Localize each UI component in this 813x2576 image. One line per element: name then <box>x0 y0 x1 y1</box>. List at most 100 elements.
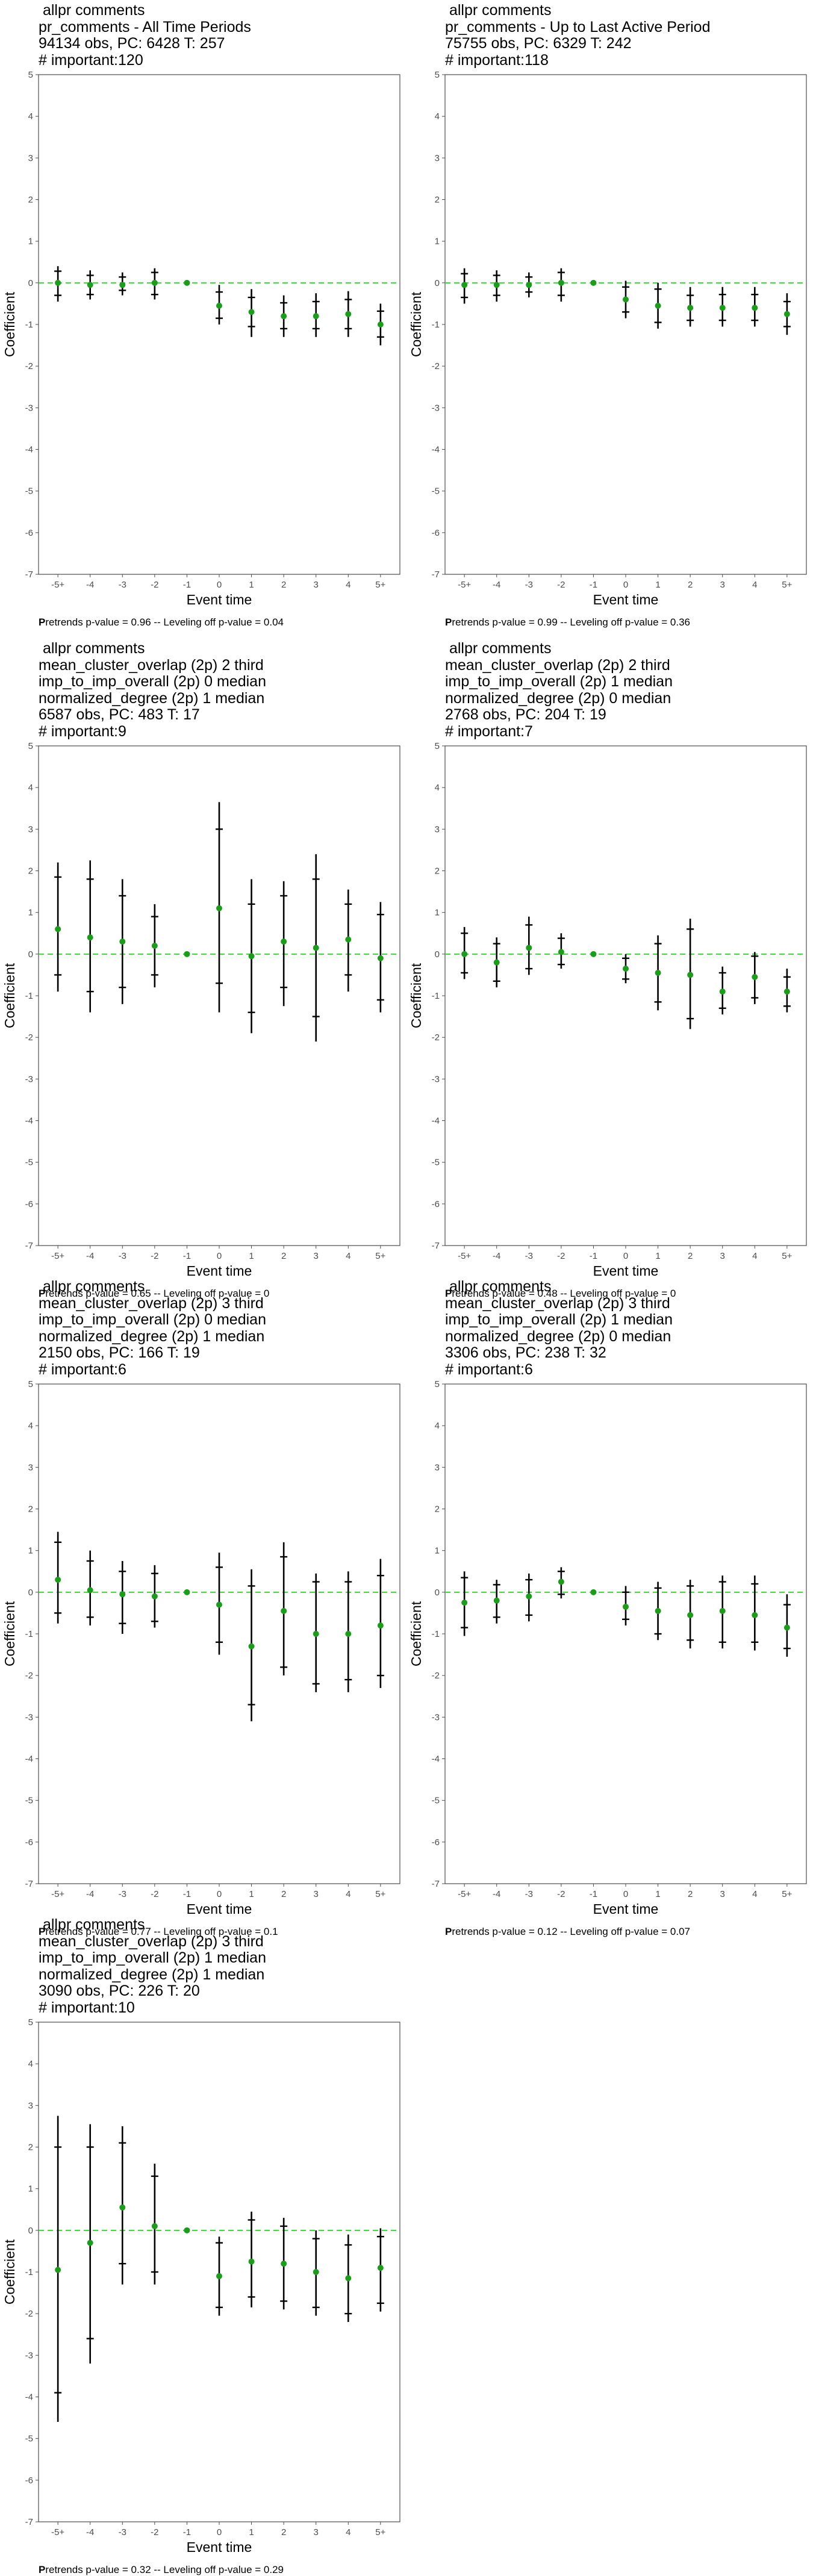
chart-title: allpr comments mean_cluster_overlap (2p) … <box>39 1278 424 1378</box>
x-tick-label: -4 <box>493 1251 500 1261</box>
y-tick-label: -2 <box>432 1671 440 1681</box>
chart-title: allpr comments mean_cluster_overlap (2p) … <box>39 1916 424 2016</box>
y-tick-label: -5 <box>432 486 440 497</box>
y-tick-label: -3 <box>432 1074 440 1084</box>
coefficient-point <box>313 313 319 320</box>
coefficient-point <box>558 279 564 286</box>
coefficient-point <box>461 951 468 957</box>
x-tick-label: -1 <box>183 2527 191 2537</box>
chart-title-line: imp_to_imp_overall (2p) 1 median <box>445 1311 673 1328</box>
footnote-text: retrends p-value = 0.48 -- Leveling off … <box>452 1288 676 1299</box>
x-tick-label: 0 <box>623 580 628 590</box>
y-tick-label: -7 <box>25 2517 33 2527</box>
coefficient-point <box>461 1600 468 1606</box>
y-tick-label: -6 <box>25 2475 33 2486</box>
x-tick-label: -1 <box>183 580 191 590</box>
y-tick-label: -5 <box>25 486 33 497</box>
x-axis-title: Event time <box>187 1263 252 1279</box>
x-tick-label: -5+ <box>51 1889 64 1899</box>
y-tick-label: -6 <box>432 1837 440 1848</box>
chart-svg: -7 -6 -5 -4 -3 -2 -1 0 1 2 3 4 5 -5+ -4 -3 -2 -1 0 1 2 3 4 5+ Ev… <box>408 1379 807 1917</box>
x-tick-label: 1 <box>655 1251 660 1261</box>
x-tick-label: 1 <box>655 1889 660 1899</box>
x-tick-label: 5+ <box>782 1251 792 1261</box>
x-tick-label: 2 <box>281 2527 286 2537</box>
x-tick-label: 3 <box>314 580 319 590</box>
coefficient-point <box>590 951 597 957</box>
y-tick-label: -4 <box>25 445 33 455</box>
coefficient-point <box>655 302 661 309</box>
y-tick-label: 2 <box>28 1504 33 1515</box>
x-axis-title: Event time <box>187 2539 252 2555</box>
chart-svg: -7 -6 -5 -4 -3 -2 -1 0 1 2 3 4 5 -5+ -4 -3 -2 -1 0 1 2 3 4 5+ Ev… <box>2 70 400 607</box>
chart-title-line: 75755 obs, PC: 6329 T: 242 <box>445 35 632 52</box>
x-tick-label: -3 <box>119 580 126 590</box>
coefficient-point <box>313 2269 319 2275</box>
chart-title: allpr comments mean_cluster_overlap (2p) … <box>39 640 424 740</box>
x-tick-label: -3 <box>525 1889 533 1899</box>
coefficient-point <box>151 1593 158 1600</box>
chart-title-line: imp_to_imp_overall (2p) 0 median <box>39 1311 266 1328</box>
chart-title-line: 3306 obs, PC: 238 T: 32 <box>445 1344 606 1361</box>
x-axis-title: Event time <box>593 1901 659 1917</box>
y-tick-label: -1 <box>25 991 33 1001</box>
coefficient-point <box>783 989 790 995</box>
x-tick-label: 4 <box>752 1251 757 1261</box>
coefficient-point <box>558 1578 564 1585</box>
x-tick-label: -1 <box>590 580 597 590</box>
x-tick-label: 5+ <box>375 1889 385 1899</box>
x-tick-label: -4 <box>86 580 94 590</box>
x-axis-title: Event time <box>593 592 659 607</box>
y-tick-label: -4 <box>25 2392 33 2403</box>
y-tick-label: -7 <box>432 570 440 580</box>
y-tick-label: -7 <box>25 1241 33 1251</box>
footnote-text: retrends p-value = 0.12 -- Leveling off … <box>452 1926 691 1937</box>
coefficient-point <box>590 279 597 286</box>
chart-title-line: allpr comments <box>39 1278 145 1295</box>
x-tick-label: 5+ <box>375 2527 385 2537</box>
x-tick-label: -1 <box>590 1251 597 1261</box>
footnote: Pretrends p-value = 0.32 -- Leveling off… <box>39 2564 284 2576</box>
chart-panel: allpr comments mean_cluster_overlap (2p) … <box>406 1276 813 1937</box>
x-tick-label: 1 <box>249 2527 254 2537</box>
chart-title-line: # important:7 <box>445 722 533 740</box>
y-tick-label: -7 <box>432 1879 440 1889</box>
x-tick-label: -5+ <box>51 2527 64 2537</box>
y-tick-label: 2 <box>435 1504 440 1515</box>
chart-title-line: allpr comments <box>39 640 145 657</box>
coefficient-point <box>151 279 158 286</box>
y-tick-label: -4 <box>432 1754 440 1764</box>
coefficient-point <box>281 939 287 945</box>
coefficient-point <box>313 1631 319 1637</box>
y-tick-label: -1 <box>25 320 33 330</box>
y-tick-label: 3 <box>28 153 33 163</box>
chart-title-line: # important:6 <box>445 1361 533 1378</box>
y-tick-label: 5 <box>435 70 440 80</box>
x-tick-label: 0 <box>217 2527 222 2537</box>
chart-title-line: allpr comments <box>39 2 145 19</box>
plot-area <box>444 74 807 575</box>
y-tick-label: -2 <box>25 2309 33 2319</box>
coefficient-point <box>377 321 384 327</box>
footnote: Pretrends p-value = 0.48 -- Leveling off… <box>445 1288 676 1300</box>
x-tick-label: 3 <box>314 1889 319 1899</box>
chart-svg: -7 -6 -5 -4 -3 -2 -1 0 1 2 3 4 5 -5+ -4 -3 -2 -1 0 1 2 3 4 5+ Ev… <box>408 70 807 607</box>
footnote-text: retrends p-value = 0.77 -- Leveling off … <box>45 1926 278 1937</box>
y-tick-label: -6 <box>432 528 440 538</box>
x-tick-label: -5+ <box>458 580 471 590</box>
x-axis-title: Event time <box>187 592 252 607</box>
x-tick-label: -2 <box>151 1251 158 1261</box>
x-tick-label: -3 <box>119 1251 126 1261</box>
y-axis-title: Coefficient <box>408 1601 424 1666</box>
coefficient-point <box>87 934 93 941</box>
y-tick-label: 1 <box>28 908 33 918</box>
x-tick-label: -3 <box>525 1251 533 1261</box>
chart-title-line: # important:120 <box>39 51 143 69</box>
chart-panel: allpr comments mean_cluster_overlap (2p) … <box>0 1276 406 1937</box>
coefficient-point <box>377 955 384 961</box>
y-tick-label: -2 <box>432 361 440 371</box>
y-tick-label: -3 <box>432 1712 440 1722</box>
coefficient-point <box>655 1607 661 1614</box>
chart-title-line: # important:9 <box>39 722 126 740</box>
y-tick-label: 5 <box>28 70 33 80</box>
